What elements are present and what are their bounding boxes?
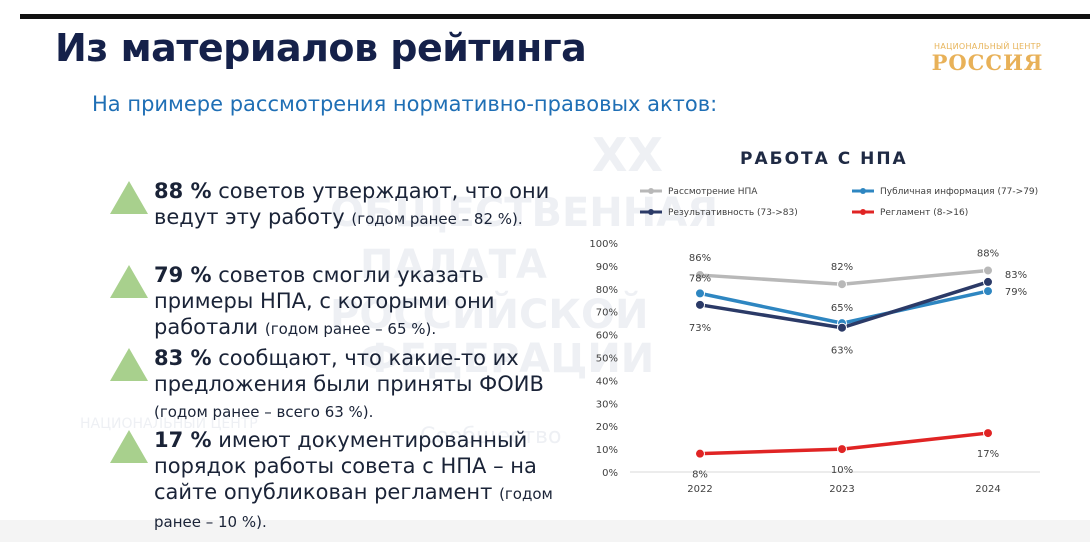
data-point-marker	[695, 299, 705, 310]
watermark-text: РОССИЙСКОЙ	[330, 292, 649, 338]
legend-label: Рассмотрение НПА	[668, 187, 758, 197]
triangle-bullet-icon	[110, 181, 148, 214]
bullet-body: советов смогли указать примеры НПА, с ко…	[154, 263, 495, 339]
data-label: 10%	[831, 465, 853, 476]
bullet-note: (годом ранее – всего 63 %).	[154, 403, 374, 421]
logo-caption: НАЦИОНАЛЬНЫЙ ЦЕНТР	[934, 42, 1041, 51]
triangle-bullet-icon	[110, 348, 148, 381]
y-tick-label: 0%	[602, 468, 618, 479]
bullet-item: 79 % советов смогли указать примеры НПА,…	[108, 262, 568, 345]
x-tick-label: 2024	[975, 484, 1000, 495]
legend-label: Публичная информация (77->79)	[880, 187, 1038, 197]
bullet-note: (годом ранее – 10 %).	[154, 485, 553, 531]
data-label: 8%	[692, 470, 708, 481]
y-tick-label: 80%	[596, 285, 618, 296]
data-point-marker	[983, 265, 993, 276]
watermark-text: Сообщество	[420, 424, 562, 449]
watermark-text: ПАЛАТА	[360, 242, 547, 288]
national-center-logo: НАЦИОНАЛЬНЫЙ ЦЕНТР РОССИЯ	[920, 42, 1055, 75]
bullet-highlight: 88 %	[154, 179, 212, 203]
top-rule	[20, 14, 1090, 19]
data-label: 63%	[831, 346, 853, 357]
legend-label: Результативность (73->83)	[668, 208, 798, 218]
triangle-bullet-icon	[110, 265, 148, 298]
y-tick-label: 100%	[590, 239, 618, 250]
data-point-marker	[983, 276, 993, 287]
x-tick-label: 2023	[829, 484, 854, 495]
y-tick-label: 10%	[596, 445, 618, 456]
bullet-body: имеют документированный порядок работы с…	[154, 428, 537, 504]
data-label: 79%	[1005, 287, 1027, 298]
bullet-text: 79 % советов смогли указать примеры НПА,…	[154, 262, 568, 342]
bullet-body: советов утверждают, что они ведут эту ра…	[154, 179, 550, 229]
data-label: 78%	[689, 273, 711, 284]
bullet-highlight: 79 %	[154, 263, 212, 287]
bottom-band	[0, 520, 1090, 542]
bullet-item: 17 % имеют документированный порядок раб…	[108, 427, 568, 535]
bullet-text: 83 % сообщают, что какие-то их предложен…	[154, 345, 568, 425]
watermark-text: НАЦИОНАЛЬНЫЙ ЦЕНТР	[80, 416, 258, 432]
data-label: 73%	[689, 323, 711, 334]
bullet-item: 83 % сообщают, что какие-то их предложен…	[108, 345, 568, 427]
legend-dot-marker	[860, 188, 866, 194]
y-tick-label: 60%	[596, 331, 618, 342]
slide-subtitle: На примере рассмотрения нормативно-право…	[92, 92, 718, 116]
data-point-marker	[983, 428, 993, 439]
slide-title: Из материалов рейтинга	[55, 26, 587, 70]
data-point-marker	[695, 448, 705, 459]
chart-title: РАБОТА С НПА	[740, 149, 908, 169]
bullet-text: 17 % имеют документированный порядок раб…	[154, 427, 568, 535]
data-point-marker	[695, 270, 705, 281]
bullet-list: 88 % советов утверждают, что они ведут э…	[108, 178, 568, 535]
legend-label: Регламент (8->16)	[880, 208, 968, 218]
bullet-body: сообщают, что какие-то их предложения бы…	[154, 346, 544, 396]
watermark-text: XX	[592, 128, 663, 182]
data-point-marker	[983, 286, 993, 297]
legend-dot-marker	[860, 209, 866, 215]
y-tick-label: 50%	[596, 354, 618, 365]
data-label: 88%	[977, 248, 999, 259]
y-tick-label: 70%	[596, 308, 618, 319]
data-point-marker	[837, 444, 847, 455]
data-label: 86%	[689, 253, 711, 264]
bullet-item: 88 % советов утверждают, что они ведут э…	[108, 178, 568, 262]
y-tick-label: 40%	[596, 376, 618, 387]
watermark-text: ФЕДЕРАЦИИ	[360, 336, 655, 382]
data-point-marker	[695, 288, 705, 299]
data-point-marker	[837, 279, 847, 290]
bullet-text: 88 % советов утверждают, что они ведут э…	[154, 178, 568, 232]
bullet-note: (годом ранее – 82 %).	[351, 210, 523, 228]
data-label: 82%	[831, 262, 853, 273]
data-label: 17%	[977, 449, 999, 460]
legend-dot-marker	[648, 188, 654, 194]
bullet-highlight: 17 %	[154, 428, 212, 452]
data-point-marker	[837, 322, 847, 333]
data-label: 65%	[831, 303, 853, 314]
data-label: 83%	[1005, 270, 1027, 281]
legend-dot-marker	[648, 209, 654, 215]
triangle-bullet-icon	[110, 430, 148, 463]
logo-wordmark: РОССИЯ	[931, 50, 1044, 75]
y-tick-label: 90%	[596, 262, 618, 273]
line-chart: Рассмотрение НПА Публичная информация (77…	[590, 187, 1040, 495]
bullet-highlight: 83 %	[154, 346, 212, 370]
x-tick-label: 2022	[687, 484, 712, 495]
y-tick-label: 20%	[596, 422, 618, 433]
bullet-note: (годом ранее – 65 %).	[264, 320, 437, 338]
y-tick-label: 30%	[596, 399, 618, 410]
